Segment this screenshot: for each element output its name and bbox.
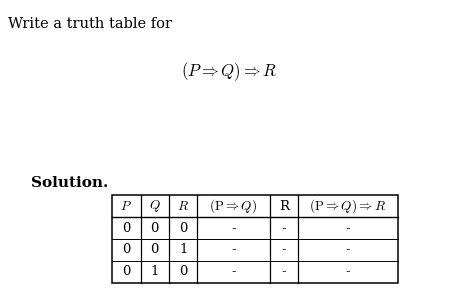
Text: Write a truth table for: Write a truth table for: [8, 17, 172, 31]
Text: 0: 0: [122, 244, 131, 256]
Text: -: -: [231, 265, 236, 278]
Text: 0: 0: [179, 222, 187, 235]
Text: 0: 0: [151, 244, 159, 256]
Text: R: R: [279, 200, 289, 213]
Text: 0: 0: [179, 265, 187, 278]
Text: -: -: [346, 265, 350, 278]
Text: 1: 1: [179, 244, 187, 256]
Text: $Q$: $Q$: [149, 198, 161, 214]
Text: -: -: [231, 222, 236, 235]
Bar: [112, 195, 398, 283]
Text: 0: 0: [122, 265, 131, 278]
Text: 1: 1: [151, 265, 159, 278]
Text: $P$: $P$: [120, 200, 132, 213]
Text: -: -: [282, 265, 286, 278]
Text: 0: 0: [151, 222, 159, 235]
Text: -: -: [231, 244, 236, 256]
Text: -: -: [282, 222, 286, 235]
Text: $R$: $R$: [177, 200, 189, 213]
Text: $(P \Rightarrow Q) \Rightarrow R$: $(P \Rightarrow Q) \Rightarrow R$: [181, 61, 277, 83]
Text: $(\mathrm{P} \Rightarrow Q) \Rightarrow R$: $(\mathrm{P} \Rightarrow Q) \Rightarrow …: [310, 198, 387, 215]
Text: 0: 0: [122, 222, 131, 235]
Text: -: -: [346, 244, 350, 256]
Text: -: -: [282, 244, 286, 256]
Text: Solution.: Solution.: [31, 176, 109, 190]
Text: $(\mathrm{P} \Rightarrow Q)$: $(\mathrm{P} \Rightarrow Q)$: [209, 198, 258, 215]
Text: -: -: [346, 222, 350, 235]
